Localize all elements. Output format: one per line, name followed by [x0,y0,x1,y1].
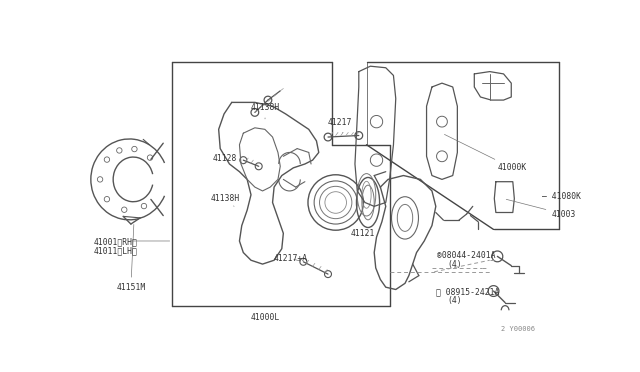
Text: 41011〈LH〉: 41011〈LH〉 [93,246,137,256]
Text: Ⓟ 08915-2421A: Ⓟ 08915-2421A [436,287,499,296]
Text: 41217+A: 41217+A [274,254,308,263]
Text: 41001〈RH〉: 41001〈RH〉 [93,237,137,246]
Text: 41000L: 41000L [251,312,280,322]
Text: 2 Y00006: 2 Y00006 [501,326,535,332]
Text: (4): (4) [447,260,462,269]
Text: 41121: 41121 [351,229,376,238]
Text: 41138H: 41138H [211,194,240,206]
Text: 41128: 41128 [212,154,243,164]
Text: – 41080K: – 41080K [542,192,581,202]
Text: 41217: 41217 [328,118,353,133]
Text: 41151M: 41151M [116,225,145,292]
Text: 41000K: 41000K [444,134,527,172]
Text: (4): (4) [447,296,462,305]
Text: 41138H: 41138H [251,103,280,119]
Text: 41003: 41003 [506,199,575,218]
Text: ®08044-2401A: ®08044-2401A [437,251,496,260]
